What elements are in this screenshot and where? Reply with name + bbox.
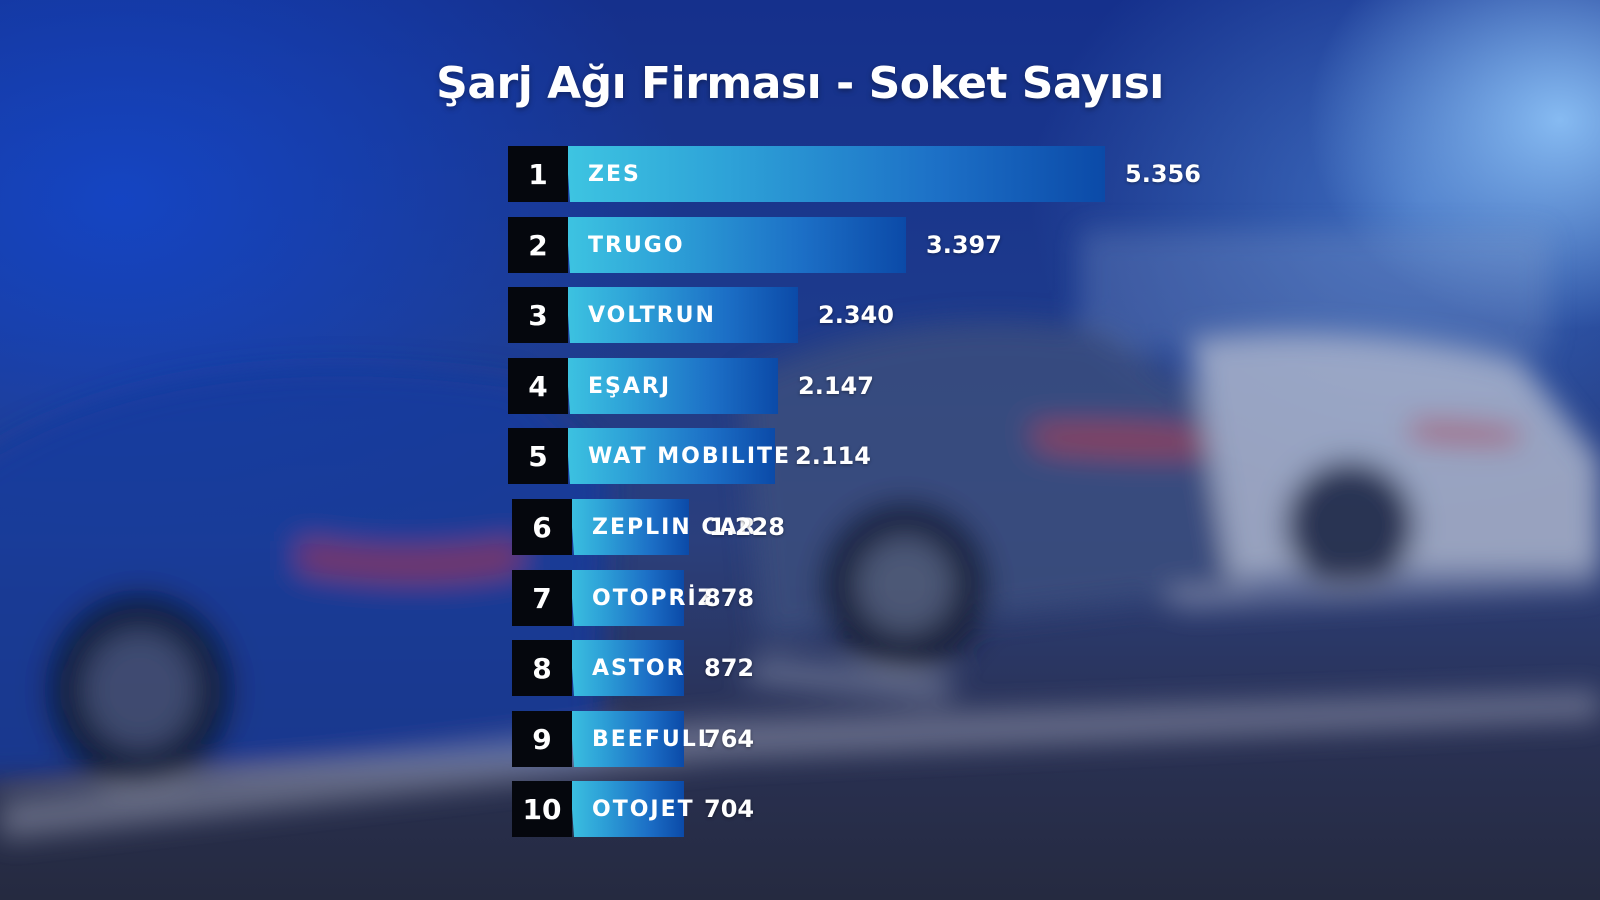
gray-car-taillight bbox=[1030, 423, 1230, 457]
category-label: ZES bbox=[588, 161, 641, 187]
value-label: 1.228 bbox=[709, 513, 785, 541]
rank-badge: 10 bbox=[512, 781, 572, 837]
category-label: BEEFULL bbox=[592, 726, 714, 752]
bar-row: 7 OTOPRİZ 878 bbox=[512, 570, 824, 626]
value-label: 872 bbox=[704, 654, 755, 682]
category-label: EŞARJ bbox=[588, 373, 672, 399]
category-label: OTOJET bbox=[592, 796, 695, 822]
bar bbox=[570, 570, 684, 626]
bar-row: 10 OTOJET 704 bbox=[512, 781, 824, 837]
value-label: 3.397 bbox=[926, 231, 1002, 259]
bar bbox=[566, 217, 906, 273]
bar-row: 8 ASTOR 872 bbox=[512, 640, 824, 696]
bar bbox=[566, 287, 798, 343]
parking-line bbox=[0, 690, 1600, 840]
value-label: 764 bbox=[704, 725, 755, 753]
rank-badge: 3 bbox=[508, 287, 568, 343]
value-label: 2.147 bbox=[798, 372, 874, 400]
rank-badge: 6 bbox=[512, 499, 572, 555]
category-label: VOLTRUN bbox=[588, 302, 716, 328]
category-label: ZEPLIN CAR bbox=[592, 514, 758, 540]
value-label: 704 bbox=[704, 795, 755, 823]
value-label: 2.114 bbox=[795, 442, 871, 470]
rank-badge: 5 bbox=[508, 428, 568, 484]
white-car-wheel bbox=[1285, 460, 1415, 590]
value-label: 2.340 bbox=[818, 301, 894, 329]
bar-row: 1 ZES 5.356 bbox=[508, 146, 1245, 202]
rank-badge: 8 bbox=[512, 640, 572, 696]
bar bbox=[566, 146, 1105, 202]
rank-badge: 2 bbox=[508, 217, 568, 273]
bar-row: 3 VOLTRUN 2.340 bbox=[508, 287, 938, 343]
blue-car-taillight bbox=[300, 540, 520, 580]
bar bbox=[566, 428, 775, 484]
category-label: WAT MOBILITE bbox=[588, 443, 792, 469]
bar bbox=[566, 358, 778, 414]
bar bbox=[570, 711, 684, 767]
bar-row: 4 EŞARJ 2.147 bbox=[508, 358, 918, 414]
category-label: OTOPRİZ bbox=[592, 585, 716, 611]
value-label: 878 bbox=[704, 584, 755, 612]
category-label: ASTOR bbox=[592, 655, 686, 681]
value-label: 5.356 bbox=[1125, 160, 1201, 188]
bar-row: 9 BEEFULL 764 bbox=[512, 711, 824, 767]
category-label: TRUGO bbox=[588, 232, 685, 258]
rank-badge: 7 bbox=[512, 570, 572, 626]
bar bbox=[570, 781, 684, 837]
chart-title: Şarj Ağı Firması - Soket Sayısı bbox=[436, 58, 1164, 109]
rank-badge: 9 bbox=[512, 711, 572, 767]
bar-row: 6 ZEPLIN CAR 1.228 bbox=[512, 499, 829, 555]
rank-badge: 1 bbox=[508, 146, 568, 202]
bar bbox=[570, 640, 684, 696]
bar-row: 5 WAT MOBILITE 2.114 bbox=[508, 428, 915, 484]
bar bbox=[570, 499, 689, 555]
building-windows bbox=[1080, 230, 1550, 350]
bar-row: 2 TRUGO 3.397 bbox=[508, 217, 1046, 273]
rank-badge: 4 bbox=[508, 358, 568, 414]
